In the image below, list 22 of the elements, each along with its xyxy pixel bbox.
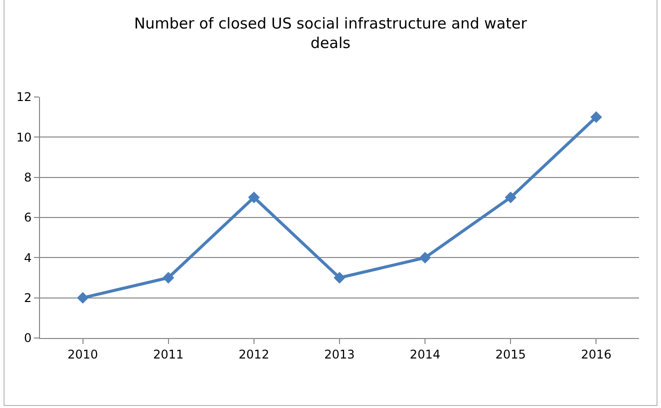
point [590, 111, 602, 123]
point [76, 292, 89, 304]
chart-title: Number of closed US social infrastructure and water deals [134, 14, 528, 52]
y-tick-label: 4 [24, 250, 32, 265]
point [419, 252, 431, 264]
point [248, 192, 260, 204]
y-tick-label: 12 [16, 90, 32, 104]
x-tick-label: 2013 [324, 347, 355, 362]
x-tick-label: 2016 [580, 347, 612, 362]
point [162, 272, 174, 284]
point [504, 192, 516, 204]
x-tick-label: 2010 [68, 347, 98, 362]
point [334, 272, 346, 284]
y-tick-label: 0 [24, 331, 32, 346]
x-tick-label: 2014 [410, 347, 440, 362]
y-tick-label: 2 [24, 291, 32, 306]
x-tick-label: 2015 [495, 347, 526, 362]
x-tick-label: 2012 [238, 347, 270, 362]
y-tick-label: 10 [16, 130, 32, 144]
x-tick-label: 2011 [153, 347, 184, 362]
y-tick-label: 8 [24, 170, 32, 185]
y-tick-label: 6 [24, 210, 32, 225]
